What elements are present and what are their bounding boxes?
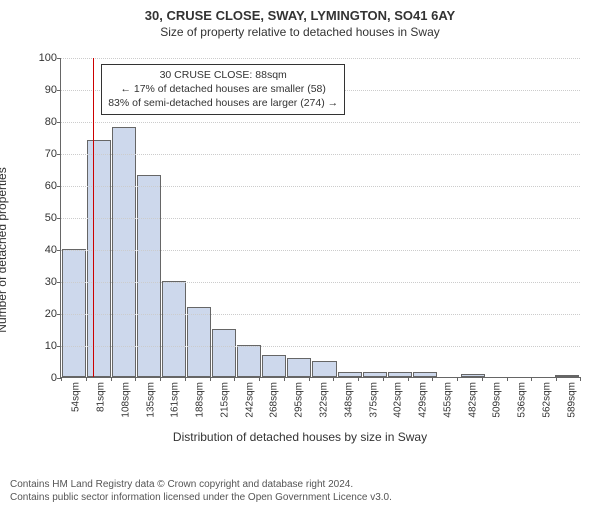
y-tick-label: 70 (27, 148, 61, 160)
histogram-bar (212, 329, 236, 377)
y-tick-label: 80 (27, 116, 61, 128)
x-tick-label: 108sqm (118, 382, 131, 418)
y-tick-label: 40 (27, 244, 61, 256)
y-tick-mark (57, 314, 61, 315)
gridline (61, 186, 580, 187)
x-tick-mark (111, 377, 112, 381)
gridline (61, 58, 580, 59)
x-tick-mark (210, 377, 211, 381)
x-tick-label: 295sqm (292, 382, 305, 418)
y-tick-mark (57, 186, 61, 187)
y-tick-mark (57, 282, 61, 283)
histogram-bar (62, 249, 86, 377)
x-tick-mark (358, 377, 359, 381)
y-tick-label: 100 (27, 52, 61, 64)
gridline (61, 154, 580, 155)
y-tick-mark (57, 154, 61, 155)
histogram-bar (187, 307, 211, 377)
y-tick-mark (57, 90, 61, 91)
x-tick-mark (185, 377, 186, 381)
x-tick-label: 455sqm (440, 382, 453, 418)
x-tick-label: 348sqm (341, 382, 354, 418)
y-tick-mark (57, 250, 61, 251)
annotation-line3: 83% of semi-detached houses are larger (… (108, 96, 338, 110)
x-tick-mark (309, 377, 310, 381)
chart-title-sub: Size of property relative to detached ho… (0, 25, 600, 39)
x-tick-label: 536sqm (515, 382, 528, 418)
y-axis-label: Number of detached properties (0, 167, 9, 332)
x-tick-label: 429sqm (416, 382, 429, 418)
chart-container: Number of detached properties 30 CRUSE C… (0, 50, 600, 450)
footer-line2: Contains public sector information licen… (10, 491, 392, 504)
histogram-bar (237, 345, 261, 377)
gridline (61, 218, 580, 219)
x-tick-mark (507, 377, 508, 381)
histogram-bar (112, 127, 136, 377)
gridline (61, 250, 580, 251)
y-tick-mark (57, 122, 61, 123)
y-tick-label: 30 (27, 276, 61, 288)
histogram-bar (287, 358, 311, 377)
x-tick-label: 482sqm (465, 382, 478, 418)
y-tick-label: 90 (27, 84, 61, 96)
y-tick-mark (57, 346, 61, 347)
subject-marker-line (93, 58, 94, 377)
x-tick-mark (408, 377, 409, 381)
y-tick-label: 50 (27, 212, 61, 224)
y-tick-label: 0 (27, 372, 61, 384)
x-tick-label: 402sqm (391, 382, 404, 418)
footer-attribution: Contains HM Land Registry data © Crown c… (10, 478, 392, 504)
x-tick-label: 562sqm (539, 382, 552, 418)
x-tick-mark (556, 377, 557, 381)
x-tick-label: 589sqm (564, 382, 577, 418)
plot-area: 30 CRUSE CLOSE: 88sqm ← 17% of detached … (60, 58, 580, 378)
x-tick-mark (432, 377, 433, 381)
y-tick-label: 10 (27, 340, 61, 352)
annotation-line2: ← 17% of detached houses are smaller (58… (108, 82, 338, 96)
x-tick-mark (135, 377, 136, 381)
x-tick-label: 375sqm (366, 382, 379, 418)
histogram-bar (262, 355, 286, 377)
gridline (61, 314, 580, 315)
x-tick-mark (234, 377, 235, 381)
x-tick-label: 81sqm (94, 382, 107, 412)
x-tick-label: 161sqm (168, 382, 181, 418)
annotation-box: 30 CRUSE CLOSE: 88sqm ← 17% of detached … (101, 64, 345, 115)
annotation-line1: 30 CRUSE CLOSE: 88sqm (108, 68, 338, 82)
y-tick-label: 60 (27, 180, 61, 192)
gridline (61, 346, 580, 347)
x-tick-mark (580, 377, 581, 381)
x-tick-mark (383, 377, 384, 381)
histogram-bar (312, 361, 336, 377)
y-tick-label: 20 (27, 308, 61, 320)
histogram-bar (555, 375, 579, 377)
x-tick-label: 509sqm (490, 382, 503, 418)
x-tick-label: 268sqm (267, 382, 280, 418)
x-tick-mark (86, 377, 87, 381)
x-tick-label: 215sqm (217, 382, 230, 418)
y-tick-mark (57, 58, 61, 59)
histogram-bar (87, 140, 111, 377)
x-tick-label: 135sqm (143, 382, 156, 418)
x-tick-mark (333, 377, 334, 381)
gridline (61, 282, 580, 283)
chart-title-main: 30, CRUSE CLOSE, SWAY, LYMINGTON, SO41 6… (0, 8, 600, 23)
footer-line1: Contains HM Land Registry data © Crown c… (10, 478, 392, 491)
x-tick-label: 322sqm (317, 382, 330, 418)
histogram-bar (162, 281, 186, 377)
x-tick-label: 242sqm (242, 382, 255, 418)
x-tick-label: 54sqm (69, 382, 82, 412)
y-tick-mark (57, 218, 61, 219)
x-tick-mark (160, 377, 161, 381)
x-tick-mark (531, 377, 532, 381)
x-tick-mark (457, 377, 458, 381)
gridline (61, 122, 580, 123)
x-tick-mark (61, 377, 62, 381)
x-tick-mark (259, 377, 260, 381)
x-tick-mark (284, 377, 285, 381)
x-tick-mark (482, 377, 483, 381)
x-tick-label: 188sqm (193, 382, 206, 418)
x-axis-label: Distribution of detached houses by size … (173, 430, 427, 444)
